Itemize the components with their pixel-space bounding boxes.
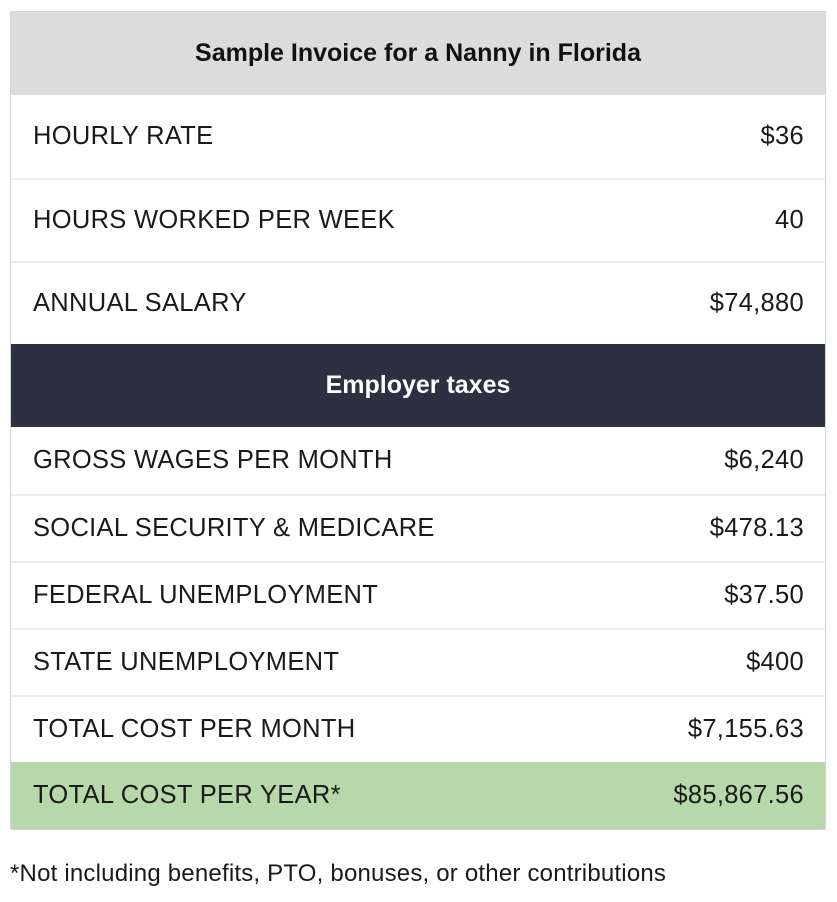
row-label: HOURS WORKED PER WEEK <box>33 206 395 234</box>
row-total-cost-per-year: TOTAL COST PER YEAR* $85,867.56 <box>11 762 825 829</box>
invoice-table: Sample Invoice for a Nanny in Florida HO… <box>10 11 826 830</box>
row-value: $36 <box>760 122 804 150</box>
row-social-security-medicare: SOCIAL SECURITY & MEDICARE $478.13 <box>11 494 825 561</box>
row-hours-per-week: HOURS WORKED PER WEEK 40 <box>11 178 825 261</box>
row-label: TOTAL COST PER YEAR* <box>33 781 341 809</box>
row-gross-wages: GROSS WAGES PER MONTH $6,240 <box>11 427 825 494</box>
row-state-unemployment: STATE UNEMPLOYMENT $400 <box>11 628 825 695</box>
row-value: $37.50 <box>724 581 804 609</box>
row-label: GROSS WAGES PER MONTH <box>33 446 393 474</box>
row-label: TOTAL COST PER MONTH <box>33 715 356 743</box>
row-label: STATE UNEMPLOYMENT <box>33 648 340 676</box>
row-value: $7,155.63 <box>687 715 804 743</box>
footnote: *Not including benefits, PTO, bonuses, o… <box>10 860 667 887</box>
row-label: SOCIAL SECURITY & MEDICARE <box>33 514 435 542</box>
row-value: $74,880 <box>709 289 804 317</box>
row-total-cost-per-month: TOTAL COST PER MONTH $7,155.63 <box>11 695 825 762</box>
row-label: FEDERAL UNEMPLOYMENT <box>33 581 379 609</box>
section-header-employer-taxes: Employer taxes <box>11 344 825 427</box>
row-value: $6,240 <box>724 446 804 474</box>
row-value: $478.13 <box>709 514 804 542</box>
row-value: $400 <box>746 648 804 676</box>
row-value: 40 <box>775 206 804 234</box>
row-label: HOURLY RATE <box>33 122 214 150</box>
row-annual-salary: ANNUAL SALARY $74,880 <box>11 261 825 344</box>
row-hourly-rate: HOURLY RATE $36 <box>11 95 825 178</box>
row-value: $85,867.56 <box>673 781 804 809</box>
row-label: ANNUAL SALARY <box>33 289 247 317</box>
invoice-title: Sample Invoice for a Nanny in Florida <box>11 12 825 95</box>
row-federal-unemployment: FEDERAL UNEMPLOYMENT $37.50 <box>11 561 825 628</box>
